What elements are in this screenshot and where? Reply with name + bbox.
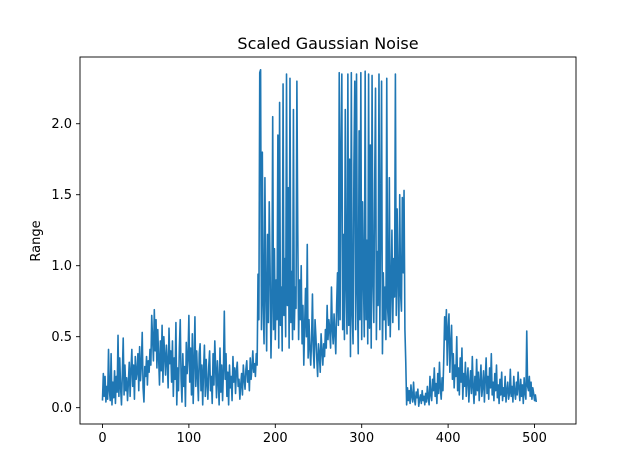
y-tick-label: 0.0 <box>51 401 72 416</box>
x-tick-label: 300 <box>349 431 374 446</box>
y-tick-label: 1.0 <box>51 259 72 274</box>
chart-title: Scaled Gaussian Noise <box>237 34 418 53</box>
x-tick-label: 400 <box>436 431 461 446</box>
axis-tick-labels: 0 100 200 300 400 500 0.0 0.5 1.0 1.5 2.0 <box>51 117 547 446</box>
axis-ticks <box>76 123 535 428</box>
x-tick-label: 0 <box>98 431 106 446</box>
x-tick-label: 500 <box>522 431 547 446</box>
y-tick-label: 1.5 <box>51 188 72 203</box>
x-tick-label: 100 <box>176 431 201 446</box>
plot-frame <box>79 56 577 425</box>
plot-area <box>80 57 576 424</box>
series-line <box>101 68 538 408</box>
y-axis-label: Range <box>29 220 44 261</box>
y-tick-label: 2.0 <box>51 117 72 132</box>
x-tick-label: 200 <box>263 431 288 446</box>
y-tick-label: 0.5 <box>51 330 72 345</box>
